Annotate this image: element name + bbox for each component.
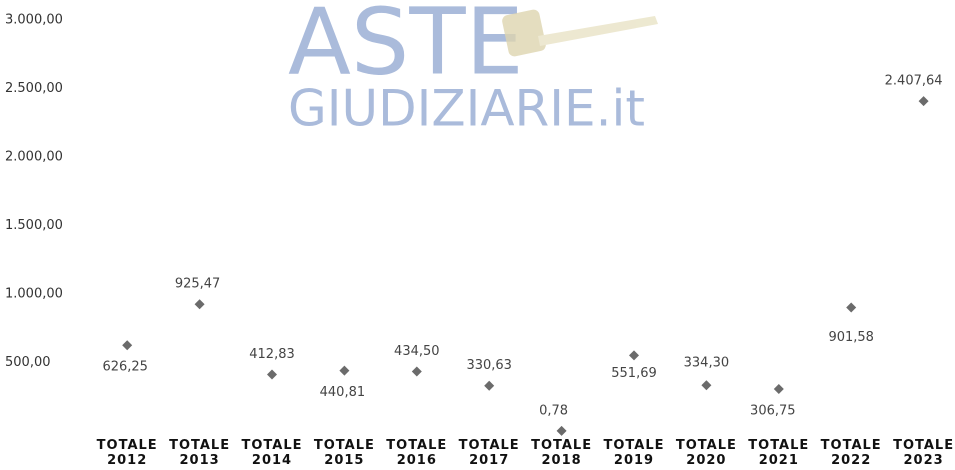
marker — [122, 340, 132, 350]
marker — [412, 366, 422, 376]
x-tick-label: TOTALE 2022 — [819, 438, 883, 468]
y-tick-label: 500,00 — [5, 355, 51, 370]
marker — [484, 381, 494, 391]
y-tick-label: 2.500,00 — [5, 81, 63, 96]
watermark-text: GIUDIZIARIE.it — [288, 80, 645, 138]
y-tick-label: 3.000,00 — [5, 13, 63, 28]
marker — [267, 369, 277, 379]
x-tick-label: TOTALE 2013 — [168, 438, 232, 468]
watermark: ASTE GIUDIZIARIE.it — [288, 0, 658, 138]
data-label: 434,50 — [394, 344, 440, 359]
marker — [919, 96, 929, 106]
data-label: 626,25 — [102, 360, 148, 375]
marker — [557, 426, 567, 436]
chart: ASTE GIUDIZIARIE.it 500,00 1.000,00 1.500,… — [0, 0, 955, 470]
x-tick-label: TOTALE 2015 — [312, 438, 376, 468]
data-label: 901,58 — [828, 330, 874, 345]
x-tick-label: TOTALE 2021 — [747, 438, 811, 468]
x-tick-label: TOTALE 2017 — [457, 438, 521, 468]
data-label: 2.407,64 — [885, 74, 943, 89]
data-label: 440,81 — [320, 385, 366, 400]
data-label: 0,78 — [539, 403, 568, 418]
x-tick-label: TOTALE 2019 — [602, 438, 666, 468]
marker — [339, 366, 349, 376]
data-label: 330,63 — [466, 358, 512, 373]
marker — [774, 384, 784, 394]
y-tick-label: 2.000,00 — [5, 150, 63, 165]
marker — [846, 302, 856, 312]
marker — [629, 350, 639, 360]
data-label: 306,75 — [750, 403, 796, 418]
x-tick-label: TOTALE 2014 — [240, 438, 304, 468]
data-label: 334,30 — [684, 356, 730, 371]
marker — [195, 299, 205, 309]
gavel-icon — [501, 9, 658, 58]
x-tick-label: TOTALE 2016 — [385, 438, 449, 468]
y-tick-label: 1.000,00 — [5, 287, 63, 302]
data-label: 551,69 — [611, 366, 657, 381]
y-tick-label: 1.500,00 — [5, 218, 63, 233]
data-label: 925,47 — [175, 277, 221, 292]
page: {"chart_data": { "type": "line", "waterm… — [0, 0, 955, 470]
x-tick-label: TOTALE 2020 — [674, 438, 738, 468]
marker — [701, 380, 711, 390]
x-tick-label: TOTALE 2018 — [530, 438, 594, 468]
x-tick-label: TOTALE 2012 — [95, 438, 159, 468]
data-label: 412,83 — [249, 347, 295, 362]
x-tick-label: TOTALE 2023 — [892, 438, 955, 468]
